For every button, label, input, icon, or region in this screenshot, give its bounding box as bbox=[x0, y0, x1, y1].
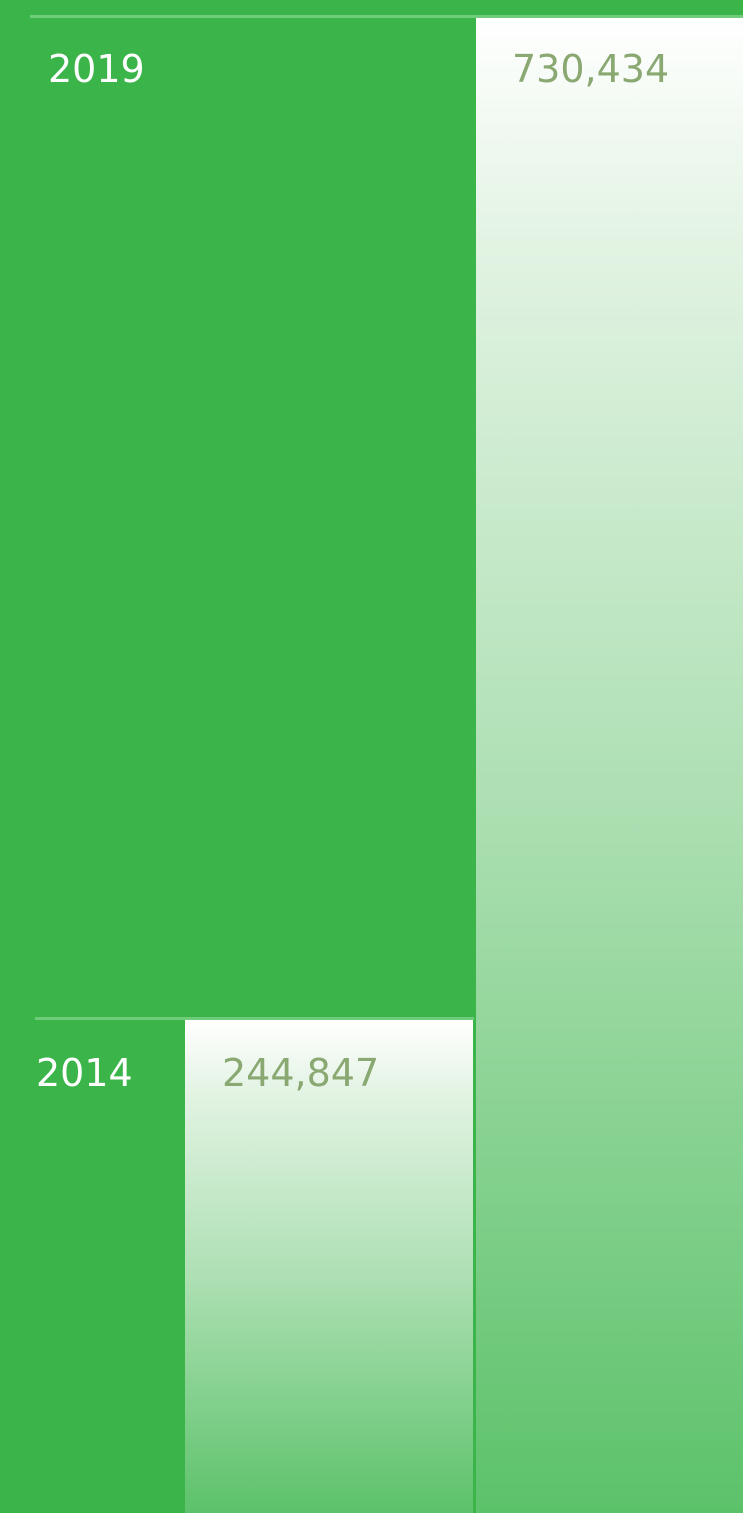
year-label: 2014 bbox=[36, 1051, 133, 1095]
value-label: 244,847 bbox=[222, 1051, 380, 1095]
divider bbox=[35, 1017, 474, 1020]
bar bbox=[476, 18, 743, 1513]
divider bbox=[30, 15, 743, 18]
value-label: 730,434 bbox=[512, 47, 670, 91]
bar bbox=[185, 1020, 473, 1513]
year-label: 2019 bbox=[48, 47, 145, 91]
